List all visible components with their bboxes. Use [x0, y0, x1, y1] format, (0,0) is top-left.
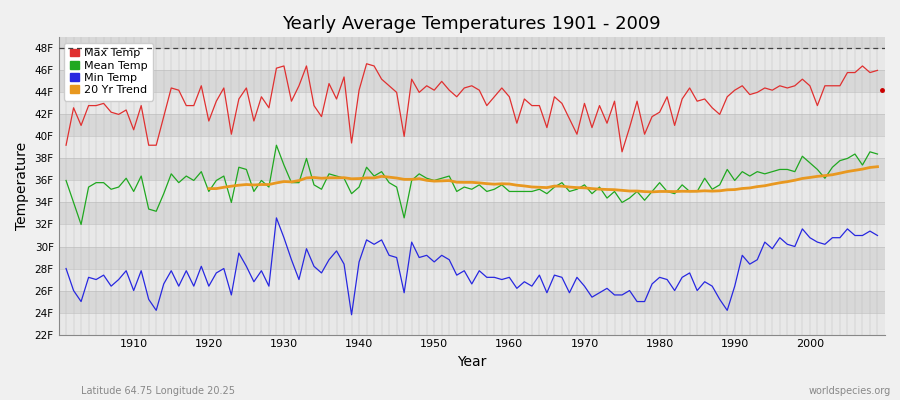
Bar: [58, 70, 885, 92]
Bar: [58, 136, 885, 158]
X-axis label: Year: Year: [457, 355, 487, 369]
Bar: [58, 202, 885, 224]
Bar: [58, 158, 885, 180]
Y-axis label: Temperature: Temperature: [15, 142, 29, 230]
Bar: [58, 92, 885, 114]
Title: Yearly Average Temperatures 1901 - 2009: Yearly Average Temperatures 1901 - 2009: [283, 15, 662, 33]
Bar: [58, 312, 885, 334]
Bar: [58, 114, 885, 136]
Bar: [58, 224, 885, 246]
Bar: [58, 246, 885, 268]
Bar: [58, 180, 885, 202]
Bar: [58, 268, 885, 290]
Text: Latitude 64.75 Longitude 20.25: Latitude 64.75 Longitude 20.25: [81, 386, 235, 396]
Bar: [58, 290, 885, 312]
Text: worldspecies.org: worldspecies.org: [809, 386, 891, 396]
Legend: Max Temp, Mean Temp, Min Temp, 20 Yr Trend: Max Temp, Mean Temp, Min Temp, 20 Yr Tre…: [64, 43, 153, 101]
Bar: [58, 48, 885, 70]
Bar: [58, 37, 885, 48]
